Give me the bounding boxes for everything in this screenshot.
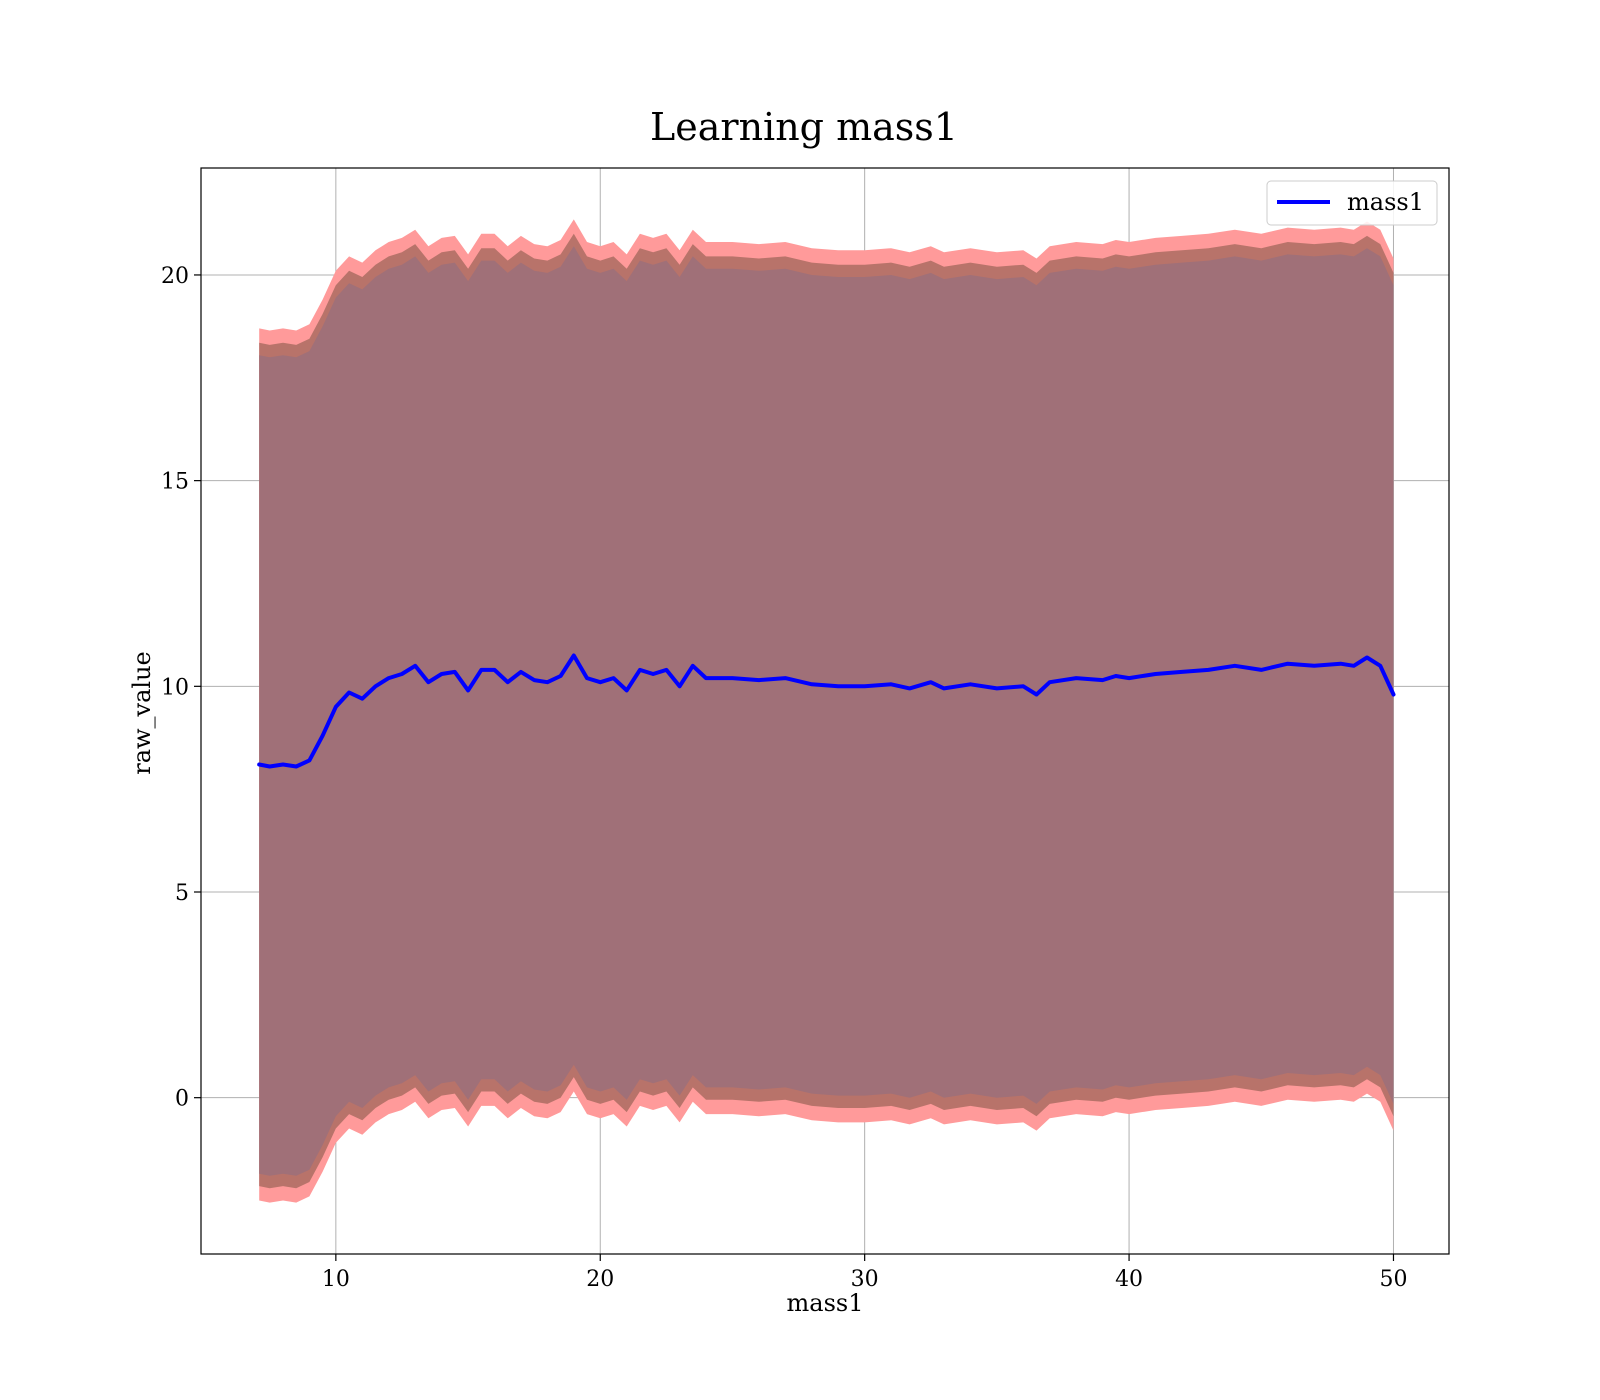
data-point bbox=[440, 672, 444, 676]
data-point bbox=[413, 664, 417, 668]
data-point bbox=[281, 762, 285, 767]
data-point bbox=[387, 676, 391, 680]
data-point bbox=[585, 676, 589, 680]
data-point bbox=[704, 676, 708, 680]
data-point bbox=[347, 690, 351, 695]
data-point bbox=[1352, 664, 1356, 668]
x-tick-label: 50 bbox=[1379, 1267, 1407, 1292]
x-tick-label: 30 bbox=[851, 1267, 879, 1292]
data-point bbox=[453, 670, 457, 674]
plot-frame bbox=[200, 167, 1450, 1255]
data-point bbox=[783, 676, 787, 680]
data-point bbox=[1101, 678, 1105, 682]
data-point bbox=[307, 758, 311, 763]
data-point bbox=[908, 686, 912, 691]
data-point bbox=[730, 676, 735, 680]
data-point bbox=[995, 686, 999, 691]
data-point bbox=[611, 676, 616, 680]
series-lines bbox=[257, 653, 1396, 769]
y-tick-label: 15 bbox=[161, 470, 189, 495]
data-point bbox=[1312, 664, 1316, 668]
y-tick-label: 5 bbox=[175, 881, 189, 906]
data-point bbox=[757, 678, 761, 682]
data-point bbox=[400, 672, 404, 676]
data-point bbox=[691, 664, 695, 668]
data-point bbox=[664, 668, 669, 672]
data-point bbox=[360, 697, 364, 701]
data-point bbox=[545, 680, 550, 684]
y-axis-label: raw_value bbox=[128, 651, 156, 775]
data-point bbox=[929, 680, 933, 684]
data-point bbox=[1034, 692, 1039, 697]
data-point bbox=[506, 680, 510, 684]
legend-box bbox=[1266, 180, 1438, 226]
series-line-mass1 bbox=[257, 653, 1396, 769]
data-point bbox=[968, 682, 973, 686]
data-point bbox=[1233, 664, 1237, 668]
data-point bbox=[492, 668, 497, 672]
data-point bbox=[810, 682, 814, 686]
data-point bbox=[625, 688, 629, 693]
legend-label-mass1: mass1 bbox=[1347, 188, 1424, 216]
data-point bbox=[1365, 655, 1369, 660]
data-point bbox=[294, 764, 298, 769]
data-point bbox=[678, 684, 682, 688]
data-point bbox=[321, 734, 325, 738]
x-tick-label: 20 bbox=[586, 1267, 614, 1292]
data-point bbox=[479, 668, 483, 672]
y-tick-label: 20 bbox=[161, 264, 189, 289]
data-point bbox=[532, 678, 536, 682]
data-point bbox=[1286, 662, 1290, 666]
y-tick-label: 10 bbox=[161, 675, 189, 700]
band-band-inner bbox=[259, 246, 1394, 1176]
y-tick-label: 0 bbox=[175, 1087, 189, 1112]
x-tick-label: 10 bbox=[322, 1267, 350, 1292]
data-point bbox=[1127, 676, 1131, 680]
data-point bbox=[257, 762, 261, 767]
data-point bbox=[373, 684, 378, 688]
data-point bbox=[1021, 684, 1025, 688]
data-point bbox=[889, 682, 893, 686]
data-point bbox=[426, 680, 430, 684]
x-axis-label: mass1 bbox=[787, 1289, 864, 1317]
data-point bbox=[651, 672, 655, 676]
confidence-bands bbox=[259, 219, 1394, 1203]
y-axis-ticks: 0 5 10 15 20 bbox=[161, 264, 201, 1112]
data-point bbox=[1153, 672, 1158, 676]
data-point bbox=[836, 684, 840, 688]
data-point bbox=[1339, 662, 1343, 666]
data-point bbox=[863, 684, 867, 688]
data-point bbox=[1391, 692, 1396, 697]
data-point bbox=[1048, 680, 1052, 684]
x-axis-ticks: 10 20 30 40 50 bbox=[322, 1254, 1407, 1292]
data-point bbox=[1206, 668, 1210, 672]
data-point bbox=[334, 705, 338, 709]
data-point bbox=[572, 653, 576, 658]
data-point bbox=[1378, 664, 1382, 668]
data-point bbox=[1180, 670, 1184, 674]
data-point bbox=[519, 670, 523, 674]
data-point bbox=[598, 680, 602, 684]
data-point bbox=[638, 668, 642, 672]
data-point bbox=[268, 764, 272, 769]
x-tick-label: 40 bbox=[1115, 1267, 1143, 1292]
legend: mass1 bbox=[1266, 180, 1438, 226]
data-point bbox=[1259, 668, 1263, 672]
data-point bbox=[559, 674, 563, 678]
data-point bbox=[466, 688, 470, 693]
data-point bbox=[942, 686, 946, 691]
chart-title: Learning mass1 bbox=[650, 105, 958, 149]
data-point bbox=[1074, 676, 1078, 680]
data-point bbox=[1114, 674, 1118, 678]
